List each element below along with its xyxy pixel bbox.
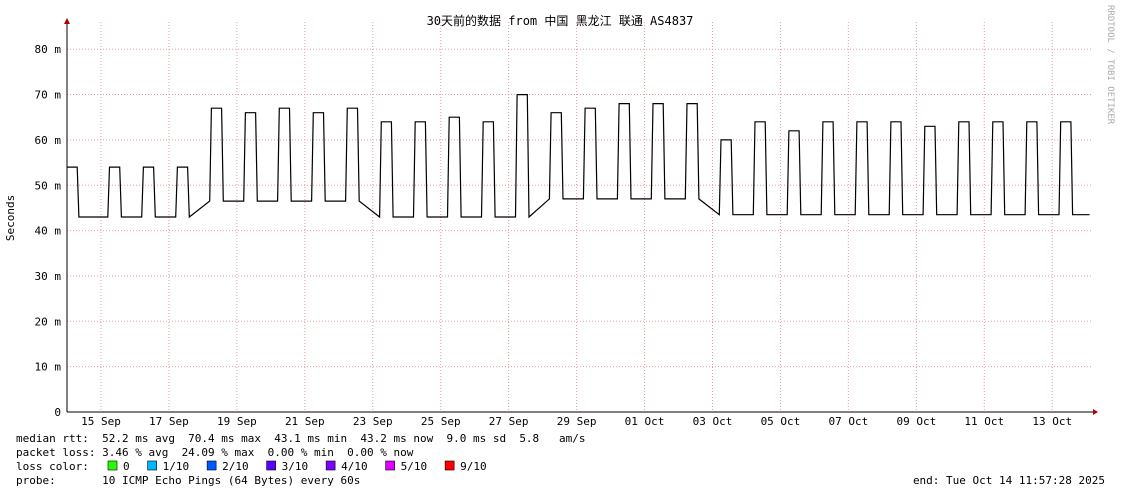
packet-loss: packet loss: 3.46 % avg 24.09 % max 0.00…	[16, 446, 414, 459]
x-arrow	[1093, 409, 1098, 415]
series-line	[67, 94, 1090, 219]
y-axis-label: Seconds	[4, 195, 17, 241]
chart-title: 30天前的数据 from 中国 黑龙江 联通 AS4837	[427, 13, 694, 28]
loss-label: 0	[123, 460, 130, 473]
loss-swatch	[325, 460, 336, 471]
x-tick-label: 23 Sep	[353, 415, 393, 428]
y-tick-label: 40 m	[35, 225, 62, 238]
y-tick-label: 10 m	[35, 361, 62, 374]
x-tick-label: 25 Sep	[421, 415, 461, 428]
median-rtt: median rtt: 52.2 ms avg 70.4 ms max 43.1…	[16, 432, 586, 445]
x-tick-label: 29 Sep	[557, 415, 597, 428]
x-tick-label: 27 Sep	[489, 415, 529, 428]
x-tick-label: 17 Sep	[149, 415, 189, 428]
loss-swatch	[444, 460, 455, 471]
loss-swatch	[385, 460, 395, 471]
x-tick-label: 05 Oct	[761, 415, 801, 428]
loss-label: 9/10	[460, 460, 487, 473]
y-tick-label: 30 m	[35, 270, 62, 283]
x-tick-label: 07 Oct	[829, 415, 869, 428]
watermark: RRDTOOL / TOBI OETIKER	[1105, 5, 1115, 125]
y-tick-label: 80 m	[35, 43, 62, 56]
y-tick-label: 20 m	[35, 315, 62, 328]
loss-swatch	[266, 460, 276, 471]
loss-label: 2/10	[222, 460, 249, 473]
loss-color-label: loss color:	[16, 460, 89, 473]
loss-swatch	[147, 460, 157, 471]
loss-legend: 0 1/10 2/10 3/10 4/10 5/10 9/10	[107, 460, 487, 473]
y-tick-label: 50 m	[35, 179, 62, 192]
x-tick-label: 01 Oct	[625, 415, 665, 428]
loss-label: 3/10	[282, 460, 309, 473]
end-time: end: Tue Oct 14 11:57:28 2025	[913, 474, 1105, 487]
grid	[67, 22, 1093, 413]
x-tick-label: 03 Oct	[693, 415, 733, 428]
loss-label: 5/10	[401, 460, 428, 473]
loss-swatch	[107, 460, 118, 471]
x-tick-label: 21 Sep	[285, 415, 325, 428]
x-tick-label: 19 Sep	[217, 415, 257, 428]
y-tick-label: 70 m	[35, 89, 62, 102]
y-tick-label: 60 m	[35, 134, 62, 147]
loss-label: 1/10	[163, 460, 190, 473]
x-tick-label: 15 Sep	[81, 415, 121, 428]
x-tick-label: 11 Oct	[964, 415, 1004, 428]
x-tick-label: 09 Oct	[896, 415, 936, 428]
plot	[67, 94, 1090, 219]
loss-swatch	[206, 460, 217, 471]
probe: probe: 10 ICMP Echo Pings (64 Bytes) eve…	[16, 474, 360, 487]
x-tick-label: 13 Oct	[1032, 415, 1072, 428]
y-arrow	[64, 18, 70, 24]
loss-label: 4/10	[341, 460, 368, 473]
y-tick-label: 0	[54, 406, 61, 419]
